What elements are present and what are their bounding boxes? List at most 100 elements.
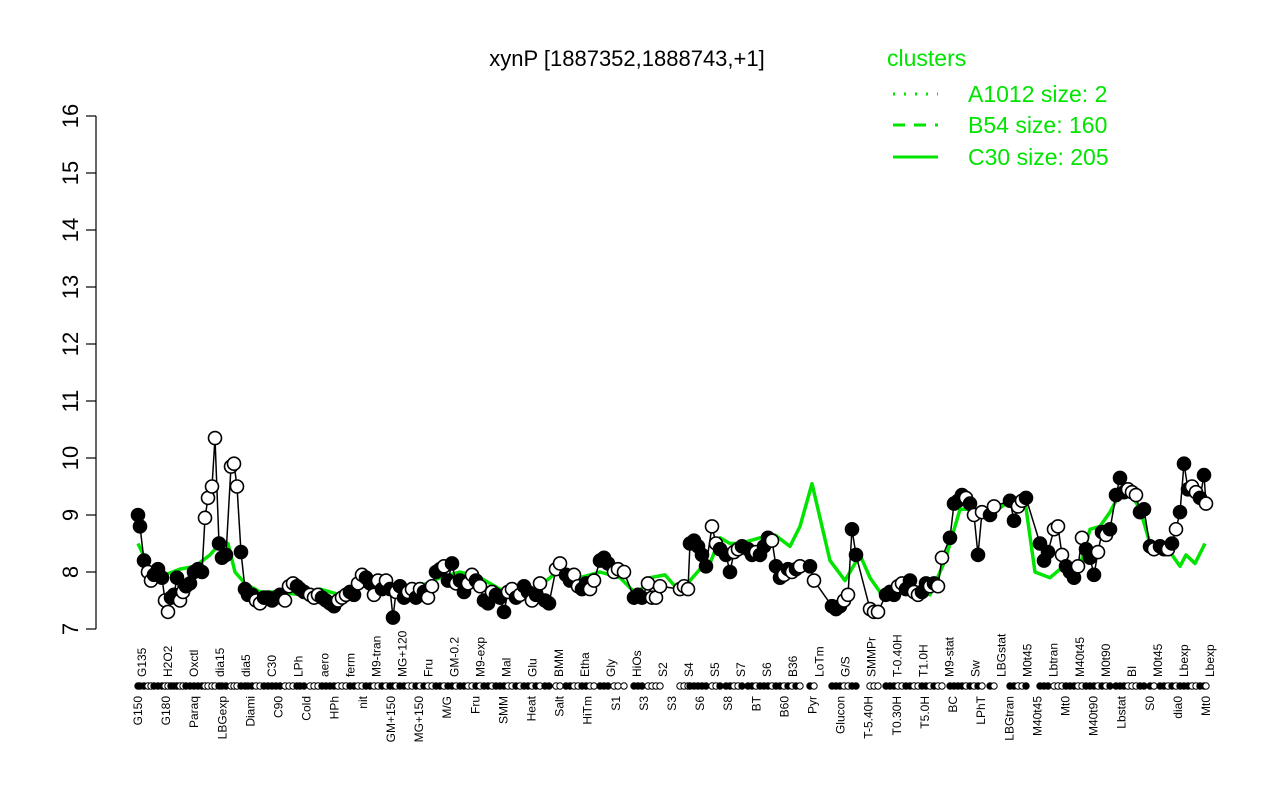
x-label-bottom: M40t90 — [1087, 696, 1101, 736]
x-label-bottom: M/G — [440, 696, 454, 719]
x-label-top: H2O2 — [161, 645, 175, 677]
rug-point — [1044, 682, 1052, 690]
data-point — [1128, 487, 1144, 503]
x-label-top: B36 — [786, 655, 800, 677]
x-label-top: Lbtran — [1047, 643, 1061, 677]
data-point — [169, 570, 185, 586]
data-point — [870, 604, 886, 620]
x-label-top: C30 — [265, 655, 279, 677]
x-label-top: M9-exp — [474, 637, 488, 677]
x-label-bottom: dia0 — [1171, 696, 1185, 719]
x-axis-labels: G135 H2O2 Oxctl dia15 dia5 C30 LPh aero ferm M9-t… — [131, 630, 1217, 742]
data-point — [1172, 504, 1188, 520]
rug-point — [990, 682, 998, 690]
x-label-top: LoTm — [812, 646, 826, 677]
x-label-bottom: LBGexp — [215, 696, 229, 740]
x-label-top: LBGstat — [995, 633, 1009, 677]
x-label-bottom: Pyr — [806, 696, 820, 714]
data-point — [229, 479, 245, 494]
data-point — [211, 536, 227, 551]
x-label-bottom: S3 — [665, 696, 679, 711]
legend-entry-c30: C30 size: 205 — [968, 144, 1109, 170]
data-point — [640, 576, 656, 591]
rug-point — [556, 682, 564, 690]
data-point — [844, 521, 860, 537]
data-point — [970, 547, 986, 563]
x-label-bottom: B60 — [777, 696, 791, 718]
data-point — [1006, 513, 1022, 529]
x-label-top: Lbexp — [1177, 644, 1191, 677]
x-label-bottom: SMM — [496, 696, 510, 724]
x-label-bottom: Heat — [524, 695, 538, 721]
rug-point — [545, 682, 553, 690]
rug-point — [738, 682, 746, 690]
x-label-bottom: Diami — [243, 696, 257, 727]
rug-point — [1140, 682, 1148, 690]
data-point — [444, 556, 460, 571]
rug-point — [796, 682, 804, 690]
x-label-bottom: LBGtran — [1002, 696, 1016, 741]
y-tick-label: 11 — [58, 390, 83, 413]
rug-point — [938, 682, 946, 690]
x-label-bottom: Lbstat — [1115, 695, 1129, 728]
data-point — [586, 573, 602, 588]
x-label-bottom: Paraq — [187, 696, 201, 728]
y-tick-label: 13 — [58, 275, 83, 299]
y-tick-label: 16 — [58, 104, 83, 128]
data-point — [848, 547, 864, 563]
data-point — [385, 610, 401, 625]
legend: clusters A1012 size: 2 B54 size: 160 C30… — [887, 45, 1109, 170]
x-label-bottom: HPh — [328, 696, 342, 719]
y-tick-label: 15 — [58, 161, 83, 185]
x-label-bottom: HiTm — [581, 696, 595, 725]
x-label-bottom: LPhT — [974, 695, 988, 724]
rug-point — [656, 682, 664, 690]
y-tick-label: 14 — [58, 218, 83, 242]
x-label-bottom: Fru — [468, 696, 482, 714]
data-point — [1112, 470, 1128, 486]
data-point — [552, 556, 568, 571]
data-point — [1090, 544, 1106, 560]
data-point — [722, 564, 738, 580]
rug-point — [1106, 682, 1114, 690]
x-label-top: T1.0H — [916, 644, 930, 677]
y-tick-label: 8 — [58, 566, 83, 578]
data-point — [1176, 456, 1192, 472]
x-label-top: M9-stat — [943, 636, 957, 677]
data-point — [806, 573, 822, 588]
data-point — [652, 578, 668, 594]
x-label-bottom: BC — [946, 696, 960, 713]
rug-point — [702, 682, 710, 690]
x-label-top: Etha — [578, 652, 592, 677]
y-tick-label: 9 — [58, 509, 83, 521]
x-label-top: S7 — [734, 662, 748, 677]
rug-point — [604, 682, 612, 690]
data-point — [472, 578, 488, 594]
x-label-bottom: G150 — [131, 696, 145, 726]
x-label-top: M0t45 — [1151, 643, 1165, 677]
x-label-bottom: S0 — [1143, 696, 1157, 711]
rug-point — [590, 682, 598, 690]
x-label-top: Fru — [422, 659, 436, 677]
rug-point — [874, 682, 882, 690]
y-tick-label: 12 — [58, 332, 83, 356]
data-point — [930, 578, 946, 594]
x-label-bottom: T-5.40H — [862, 696, 876, 739]
rug-point — [638, 682, 646, 690]
data-point — [226, 456, 242, 472]
y-tick-label: 10 — [58, 446, 83, 470]
data-point — [942, 530, 958, 546]
x-label-top: SMMPr — [864, 637, 878, 677]
data-point — [160, 604, 176, 620]
data-point — [424, 578, 440, 594]
data-point — [132, 519, 148, 534]
rug-point — [1150, 682, 1158, 690]
data-point — [1198, 496, 1214, 511]
rug-point — [1202, 682, 1210, 690]
x-label-top: M0t45 — [1021, 643, 1035, 677]
x-label-top: M0t90 — [1099, 643, 1113, 677]
x-label-bottom: S1 — [609, 696, 623, 711]
x-label-bottom: T0.30H — [890, 696, 904, 735]
legend-entry-b54: B54 size: 160 — [968, 112, 1107, 138]
